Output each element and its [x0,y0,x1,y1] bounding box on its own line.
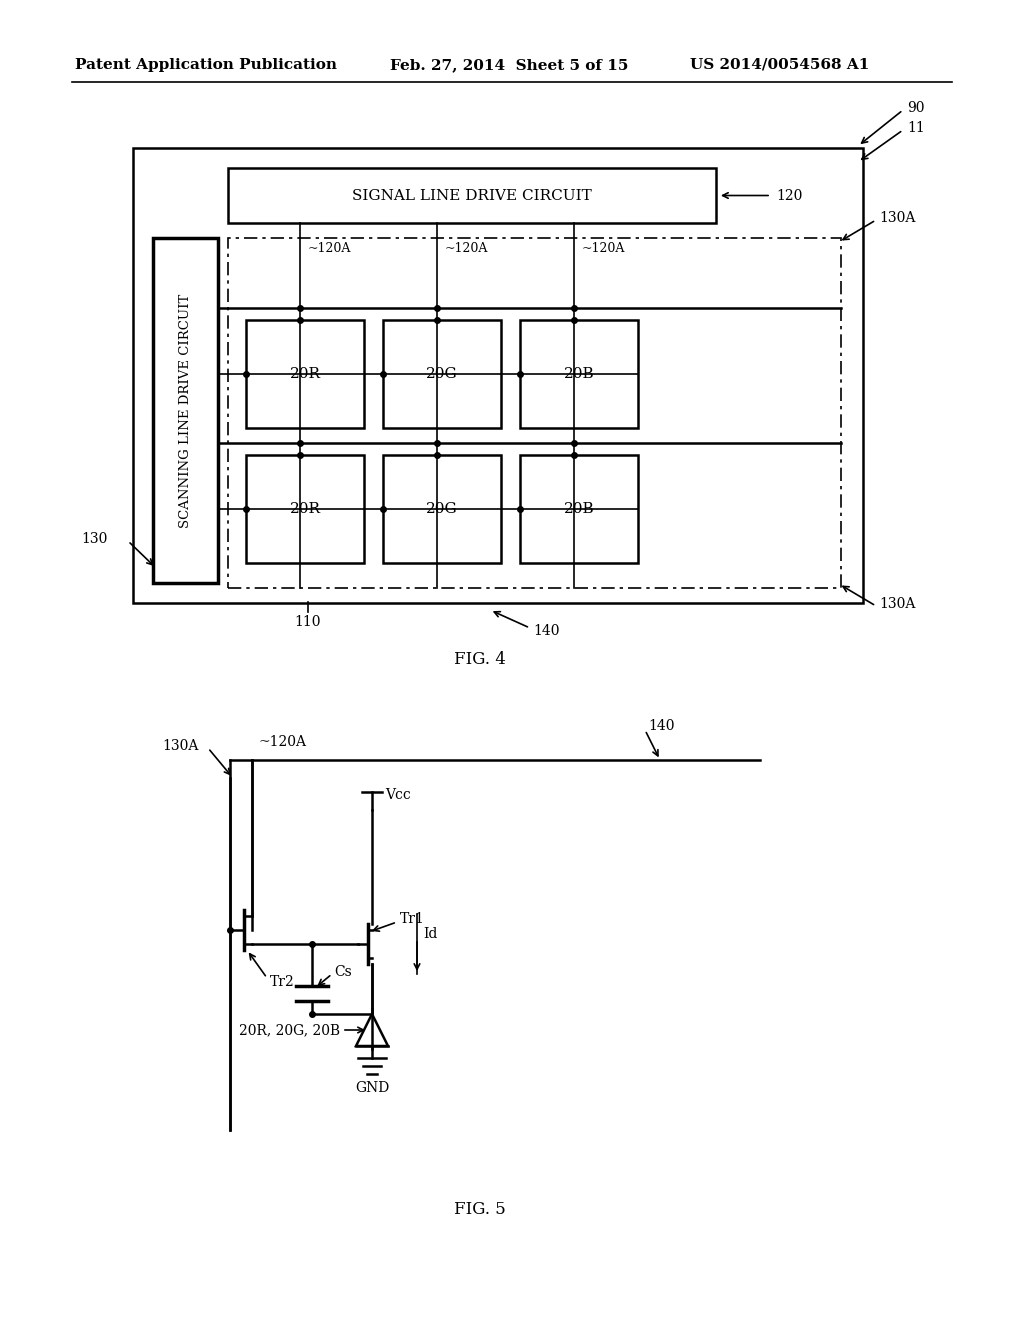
Text: Tr2: Tr2 [270,975,295,989]
Text: 20G: 20G [426,367,458,381]
Text: Vcc: Vcc [385,788,411,803]
Text: US 2014/0054568 A1: US 2014/0054568 A1 [690,58,869,73]
Text: GND: GND [355,1081,389,1096]
Text: 130A: 130A [162,739,199,752]
Bar [246,319,364,428]
Text: 20B: 20B [563,367,594,381]
Bar [228,238,841,587]
Text: 20B: 20B [563,502,594,516]
Bar [383,455,501,564]
Text: ~120A: ~120A [258,735,306,748]
Bar [520,455,638,564]
Text: 140: 140 [648,719,675,733]
Text: SIGNAL LINE DRIVE CIRCUIT: SIGNAL LINE DRIVE CIRCUIT [352,189,592,202]
Bar [153,238,218,583]
Text: Id: Id [423,927,437,941]
Text: 11: 11 [907,121,925,135]
Text: 90: 90 [907,102,925,115]
Text: 130A: 130A [879,211,915,224]
Text: FIG. 4: FIG. 4 [454,652,506,668]
Bar [133,148,863,603]
Text: Feb. 27, 2014  Sheet 5 of 15: Feb. 27, 2014 Sheet 5 of 15 [390,58,629,73]
Text: 110: 110 [295,615,322,630]
Text: 20R: 20R [290,367,321,381]
Text: 140: 140 [534,624,559,638]
Text: SCANNING LINE DRIVE CIRCUIT: SCANNING LINE DRIVE CIRCUIT [179,293,193,528]
Text: 130A: 130A [879,597,915,611]
Bar [246,455,364,564]
Text: Tr1: Tr1 [400,912,425,927]
Bar [520,319,638,428]
Text: 20R: 20R [290,502,321,516]
Text: 120: 120 [776,189,803,202]
Bar [228,168,716,223]
Text: ~120A: ~120A [308,242,351,255]
Text: 130: 130 [81,532,108,546]
Text: 20G: 20G [426,502,458,516]
Text: Patent Application Publication: Patent Application Publication [75,58,337,73]
Text: ~120A: ~120A [445,242,488,255]
Bar [383,319,501,428]
Text: Cs: Cs [334,965,352,979]
Text: ~120A: ~120A [582,242,626,255]
Text: FIG. 5: FIG. 5 [454,1201,506,1218]
Text: 20R, 20G, 20B: 20R, 20G, 20B [239,1023,340,1038]
